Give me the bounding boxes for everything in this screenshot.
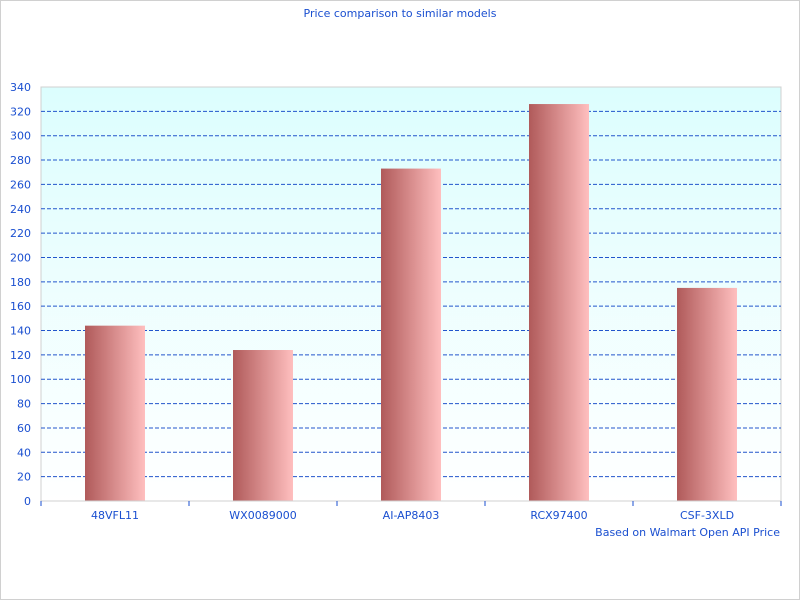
y-tick-label: 340 [10, 81, 31, 94]
y-tick-label: 200 [10, 251, 31, 264]
x-tick-label: RCX97400 [530, 509, 587, 522]
x-tick-label: CSF-3XLD [680, 509, 734, 522]
bar-CSF-3XLD [677, 287, 737, 501]
x-tick-label: WX0089000 [229, 509, 296, 522]
chart-title: Price comparison to similar models [304, 7, 497, 20]
y-tick-label: 120 [10, 349, 31, 362]
x-axis-label: Based on Walmart Open API Price [595, 526, 780, 539]
x-tick-label: 48VFL11 [91, 509, 139, 522]
y-tick-label: 260 [10, 178, 31, 191]
y-tick-label: 220 [10, 227, 31, 240]
x-tick-label: AI-AP8403 [383, 509, 440, 522]
y-tick-label: 300 [10, 130, 31, 143]
y-tick-label: 320 [10, 105, 31, 118]
y-tick-label: 100 [10, 373, 31, 386]
y-tick-label: 0 [24, 495, 31, 508]
bar-48VFL11 [85, 325, 145, 501]
y-tick-label: 20 [17, 471, 31, 484]
y-tick-label: 240 [10, 203, 31, 216]
y-tick-label: 80 [17, 398, 31, 411]
bar-WX0089000 [233, 350, 293, 501]
y-tick-label: 40 [17, 446, 31, 459]
y-tick-label: 160 [10, 300, 31, 313]
bar-RCX97400 [529, 104, 589, 501]
bar-AI-AP8403 [381, 168, 441, 502]
y-tick-label: 280 [10, 154, 31, 167]
y-tick-label: 140 [10, 325, 31, 338]
y-tick-label: 60 [17, 422, 31, 435]
y-tick-label: 180 [10, 276, 31, 289]
